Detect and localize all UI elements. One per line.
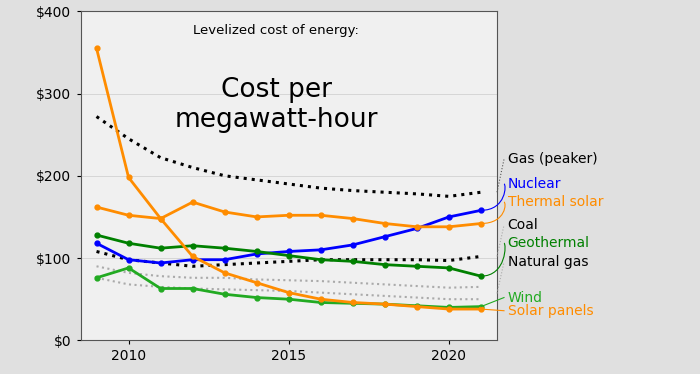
Text: Nuclear: Nuclear <box>508 177 561 191</box>
Text: Thermal solar: Thermal solar <box>508 195 603 209</box>
Text: Geothermal: Geothermal <box>508 236 589 250</box>
Text: Levelized cost of energy:: Levelized cost of energy: <box>193 24 359 37</box>
Text: Cost per
megawatt-hour: Cost per megawatt-hour <box>174 77 378 133</box>
Text: Coal: Coal <box>508 218 538 232</box>
Text: Solar panels: Solar panels <box>508 304 593 318</box>
Text: Gas (peaker): Gas (peaker) <box>508 152 597 166</box>
Text: Natural gas: Natural gas <box>508 255 588 269</box>
Text: Wind: Wind <box>508 291 542 304</box>
